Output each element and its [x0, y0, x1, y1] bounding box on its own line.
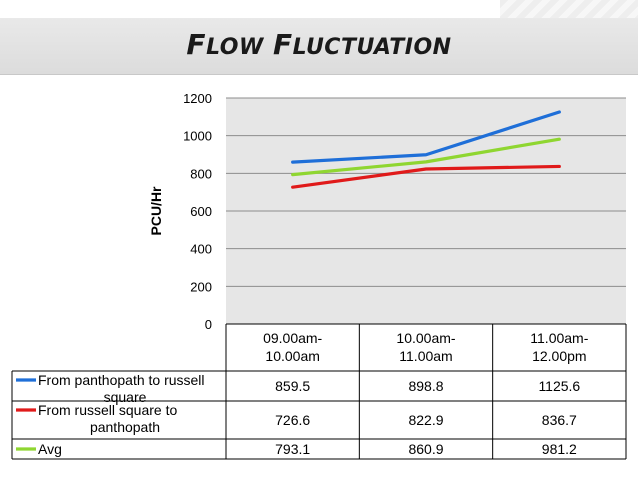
- legend-series-name: panthopath: [90, 419, 160, 435]
- table-value: 1125.6: [538, 378, 580, 394]
- legend-series-name: From panthopath to russell: [38, 372, 205, 388]
- slide-title: FLOW FLUCTUATION: [186, 28, 452, 61]
- x-category-label: 12.00pm: [532, 348, 586, 364]
- table-value: 836.7: [542, 412, 577, 428]
- y-tick-label: 400: [190, 242, 212, 257]
- series-line-2: [291, 164, 561, 189]
- table-value: 859.5: [275, 378, 310, 394]
- table-value: 860.9: [408, 441, 443, 457]
- y-tick-label: 1000: [183, 129, 212, 144]
- x-category-label: 10.00am: [265, 348, 319, 364]
- table-value: 726.6: [275, 412, 310, 428]
- series-line-3: [291, 137, 561, 177]
- table-value: 898.8: [408, 378, 443, 394]
- table-value: 981.2: [542, 441, 577, 457]
- y-axis-label: PCU/Hr: [148, 186, 164, 236]
- title-band: [0, 18, 638, 75]
- y-tick-label: 200: [190, 279, 212, 294]
- y-tick-label: 800: [190, 166, 212, 181]
- y-tick-label: 1200: [183, 91, 212, 106]
- x-category-label: 11.00am-: [530, 330, 588, 346]
- y-tick-label: 0: [205, 317, 212, 332]
- x-category-label: 10.00am-: [396, 330, 455, 346]
- legend-series-name: square: [104, 389, 147, 405]
- legend-series-name: Avg: [38, 441, 62, 457]
- x-category-label: 09.00am-: [263, 330, 322, 346]
- table-value: 822.9: [408, 412, 443, 428]
- x-category-label: 11.00am: [399, 348, 452, 364]
- y-tick-label: 600: [190, 204, 212, 219]
- series-line-1: [291, 110, 561, 164]
- corner-decoration: [500, 0, 638, 18]
- table-value: 793.1: [275, 441, 310, 457]
- legend-series-name: From russell square to: [38, 402, 177, 418]
